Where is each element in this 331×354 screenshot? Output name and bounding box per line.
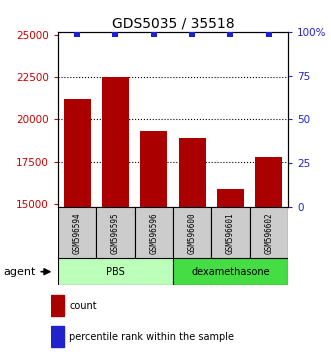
Text: GSM596596: GSM596596 [149, 212, 158, 253]
Text: dexamethasone: dexamethasone [191, 267, 270, 277]
Bar [51, 326, 64, 347]
Bar [256, 158, 282, 207]
Bar [173, 258, 288, 285]
Bar [96, 207, 135, 258]
Text: GSM596602: GSM596602 [264, 212, 273, 253]
Text: agent: agent [3, 267, 36, 277]
Text: PBS: PBS [106, 267, 125, 277]
Bar [58, 258, 173, 285]
Bar [135, 207, 173, 258]
Bar [58, 207, 96, 258]
Text: GSM596600: GSM596600 [188, 212, 197, 253]
Bar [173, 207, 211, 258]
Bar [179, 138, 206, 207]
Bar [211, 207, 250, 258]
Text: GSM596601: GSM596601 [226, 212, 235, 253]
Bar [64, 99, 90, 207]
Bar [102, 76, 129, 207]
Text: GSM596594: GSM596594 [72, 212, 82, 253]
Text: percentile rank within the sample: percentile rank within the sample [69, 332, 234, 342]
Title: GDS5035 / 35518: GDS5035 / 35518 [112, 17, 234, 31]
Bar [51, 295, 64, 316]
Bar [140, 131, 167, 207]
Bar [250, 207, 288, 258]
Text: GSM596595: GSM596595 [111, 212, 120, 253]
Text: count: count [69, 301, 97, 310]
Bar [217, 189, 244, 207]
